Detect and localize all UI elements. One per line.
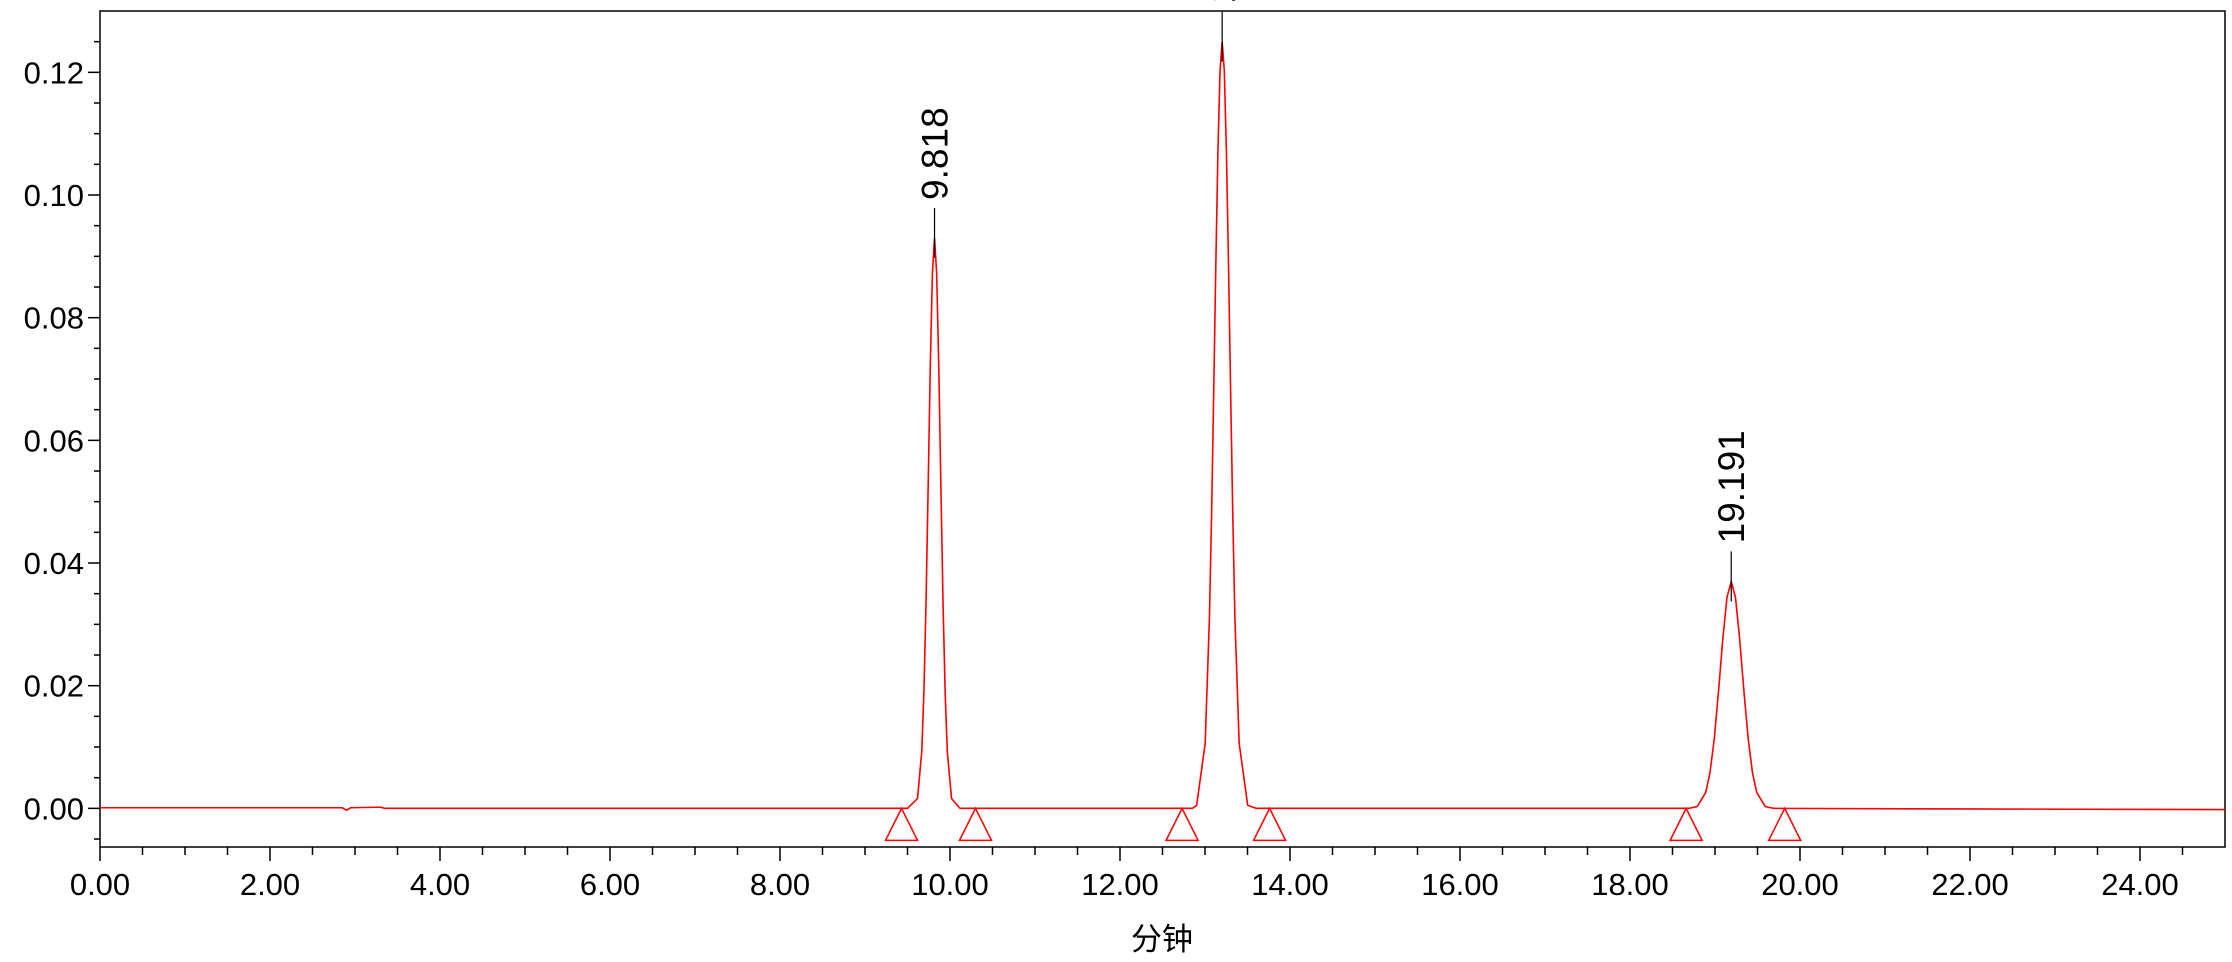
trace-line [100,41,2226,812]
x-tick-label: 20.00 [1761,867,1839,902]
y-tick-label: 0.04 [24,546,84,581]
peak-label: 13.202 [1202,0,1243,4]
peak-bound-marker [1164,806,1200,842]
x-tick-label: 22.00 [1931,867,2009,902]
y-tick-label: 0.06 [24,423,84,458]
y-tick-label: 0.12 [24,55,84,90]
x-tick-label: 6.00 [580,867,640,902]
x-tick-label: 8.00 [750,867,810,902]
y-tick-label: 0.10 [24,178,84,213]
peak-label: 9.818 [915,107,956,200]
x-tick-label: 16.00 [1421,867,1499,902]
x-tick-label: 18.00 [1591,867,1669,902]
y-tick-label: 0.00 [24,791,84,826]
x-tick-label: 24.00 [2101,867,2179,902]
peak-bound-marker [1668,806,1704,842]
x-tick-label: 0.00 [70,867,130,902]
y-tick-label: 0.02 [24,669,84,704]
peak-bound-marker [958,806,993,842]
peak-label: 19.191 [1711,430,1752,543]
x-tick-label: 2.00 [240,867,300,902]
plot-frame [99,10,2226,848]
x-tick-label: 14.00 [1251,867,1329,902]
peak-bound-marker [1767,806,1802,842]
peak-bound-marker [884,806,919,842]
y-tick-label: 0.08 [24,301,84,336]
x-tick-label: 4.00 [410,867,470,902]
x-tick-label: 10.00 [911,867,989,902]
x-tick-label: 12.00 [1081,867,1159,902]
peak-bound-marker [1252,806,1287,842]
x-axis-label: 分钟 [1131,922,1193,957]
